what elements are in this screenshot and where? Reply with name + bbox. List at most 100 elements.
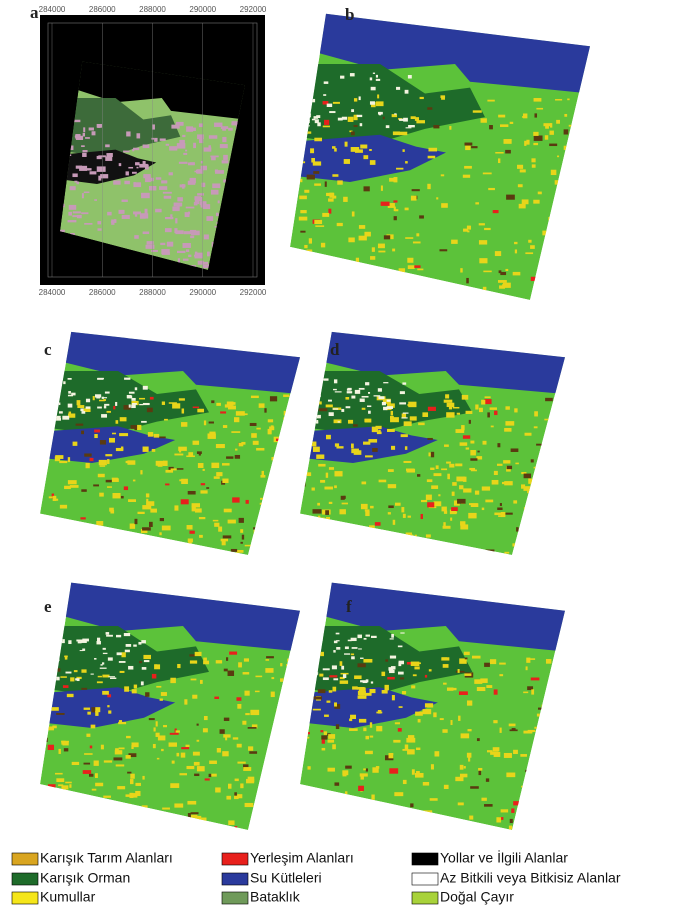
patch [350, 810, 357, 814]
patch [299, 217, 307, 221]
patch [534, 796, 539, 799]
patch [130, 524, 135, 529]
patch [84, 763, 91, 765]
map-body [40, 325, 306, 559]
patch [378, 244, 385, 249]
patch [430, 798, 438, 801]
patch [231, 431, 240, 433]
patch [144, 539, 147, 542]
patch [524, 474, 531, 479]
patch [542, 254, 547, 256]
patch [441, 174, 444, 176]
bare-patch [306, 125, 310, 126]
patch [351, 653, 354, 655]
patch [244, 658, 249, 661]
patch [558, 823, 560, 828]
patch [161, 749, 164, 751]
patch [403, 149, 405, 152]
patch [329, 690, 333, 692]
patch [90, 746, 92, 749]
bare-patch [141, 640, 146, 643]
bare-patch [351, 109, 354, 112]
patch [94, 430, 100, 433]
patch [120, 417, 127, 421]
patch [72, 215, 77, 217]
patch [498, 115, 505, 118]
patch [334, 419, 342, 423]
bare-patch [315, 395, 321, 397]
patch [470, 458, 477, 460]
patch [326, 473, 328, 478]
patch [318, 689, 326, 693]
patch [533, 200, 539, 204]
bare-patch [310, 81, 314, 83]
patch [202, 204, 210, 209]
bare-patch [106, 632, 110, 635]
patch [159, 186, 167, 190]
patch [376, 766, 379, 769]
patch [297, 464, 303, 468]
patch [470, 786, 479, 789]
bare-patch [309, 99, 315, 102]
patch [402, 691, 406, 694]
patch [145, 178, 151, 183]
patch [388, 753, 393, 758]
patch [80, 538, 86, 543]
patch [204, 147, 212, 151]
bare-patch [386, 125, 390, 128]
patch [510, 122, 514, 124]
bare-patch [86, 399, 90, 403]
patch [181, 422, 187, 427]
patch [559, 537, 564, 539]
patch [237, 744, 242, 748]
patch [113, 542, 118, 547]
patch [564, 129, 569, 134]
patch [120, 542, 127, 544]
patch [183, 243, 191, 248]
patch [353, 281, 357, 285]
patch [481, 798, 486, 801]
patch [444, 400, 453, 403]
bare-patch [317, 637, 323, 640]
patch [528, 478, 533, 483]
patch [156, 177, 161, 179]
patch [263, 814, 267, 819]
patch [469, 420, 471, 424]
patch [310, 148, 314, 153]
bare-patch [306, 93, 310, 97]
patch [531, 277, 539, 281]
bare-patch [110, 678, 116, 679]
patch [160, 138, 166, 140]
patch [549, 131, 553, 135]
patch [494, 471, 498, 475]
patch [176, 753, 179, 757]
patch [442, 548, 451, 551]
patch [420, 97, 424, 99]
patch [332, 174, 338, 177]
patch [484, 228, 491, 230]
patch [537, 728, 541, 730]
patch [314, 220, 322, 224]
patch [401, 434, 408, 437]
bare-patch [345, 646, 349, 649]
bare-patch [347, 391, 353, 393]
patch [296, 488, 302, 491]
patch [165, 228, 172, 232]
patch [105, 144, 110, 147]
patch [460, 442, 468, 445]
patch [428, 407, 436, 411]
patch [388, 512, 391, 514]
patch [143, 174, 150, 178]
bare-patch [398, 662, 401, 666]
patch [256, 428, 260, 430]
patch [148, 432, 153, 437]
patch [170, 678, 176, 683]
patch [276, 709, 278, 711]
patch [334, 293, 337, 297]
bare-patch [338, 421, 340, 422]
patch [282, 514, 290, 517]
patch [174, 505, 178, 510]
bare-patch [327, 104, 332, 107]
patch [328, 198, 334, 201]
patch [274, 502, 277, 504]
